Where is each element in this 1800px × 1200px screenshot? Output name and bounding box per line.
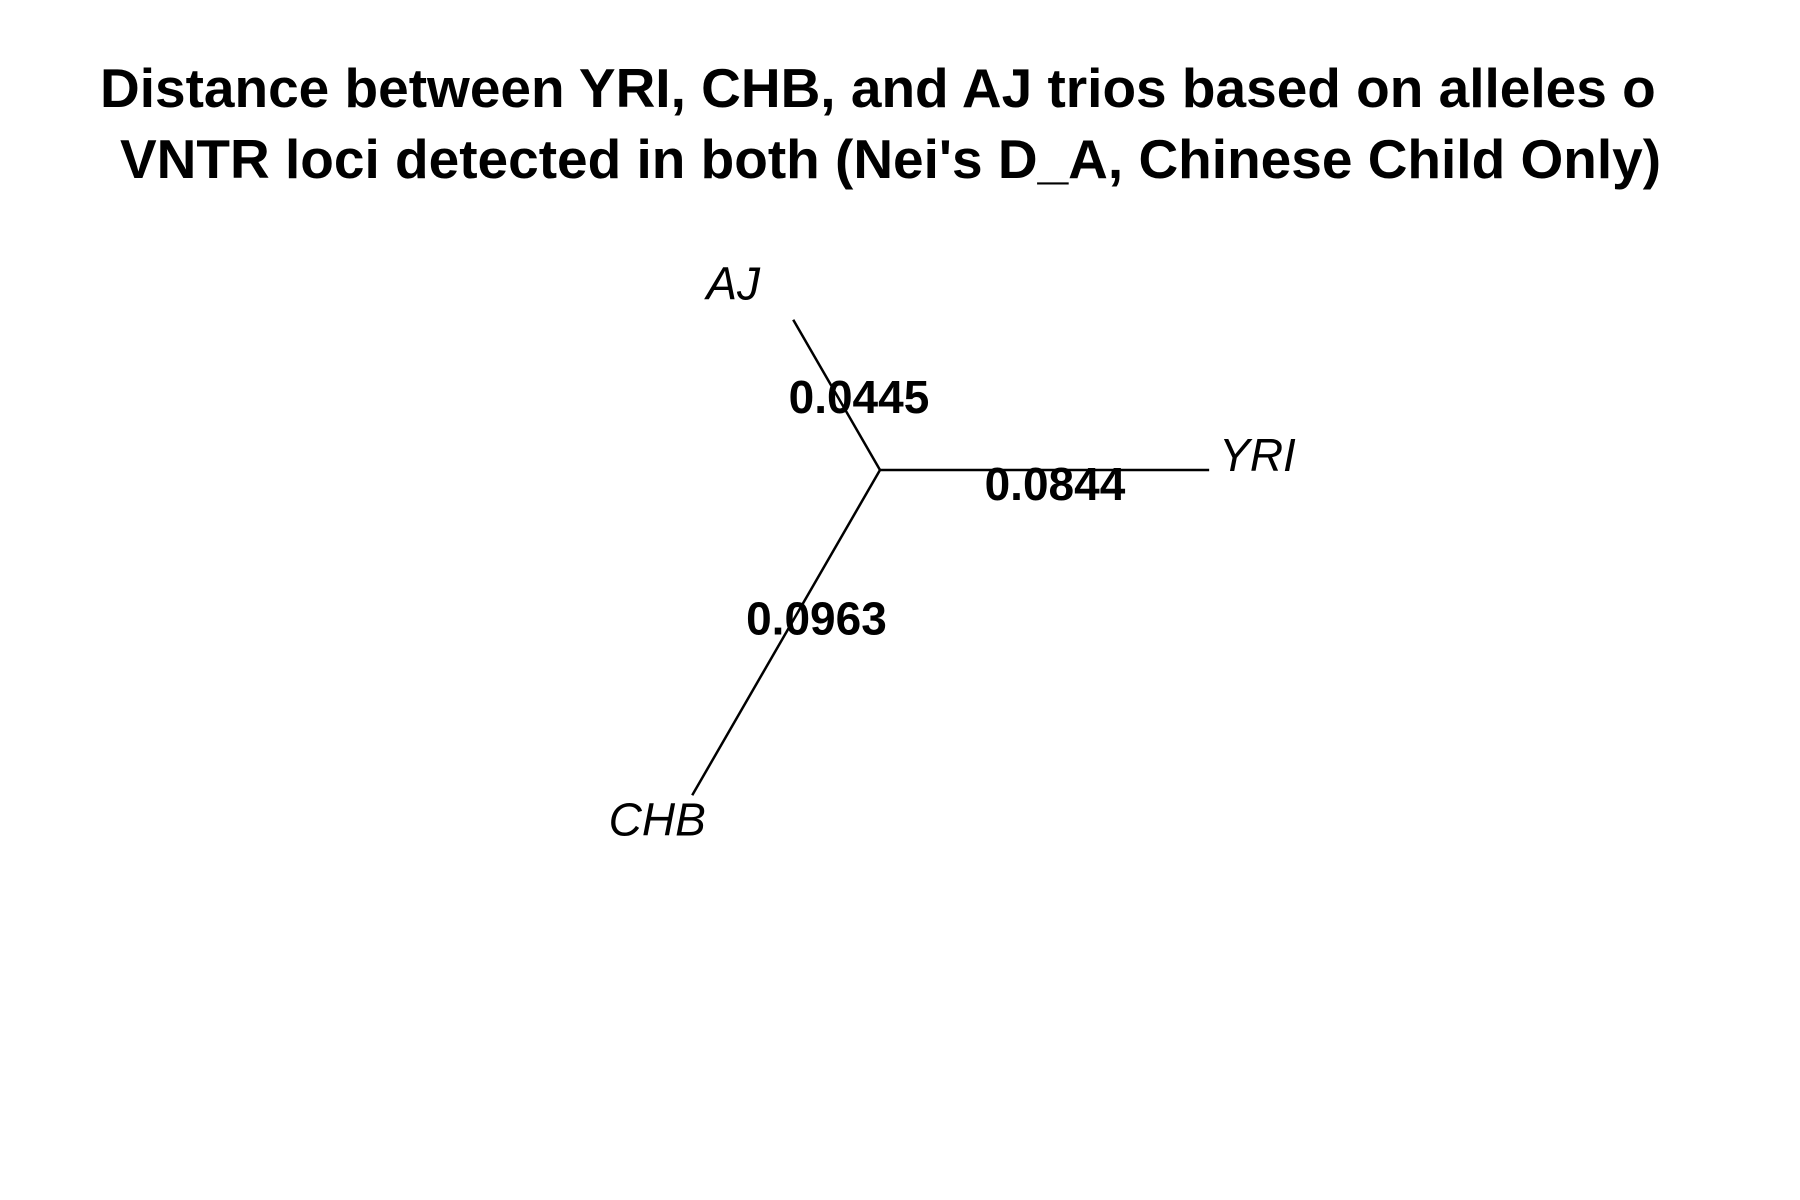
tree-branches xyxy=(691,319,1210,796)
branch-length-yri: 0.0844 xyxy=(985,458,1126,510)
branch-aj xyxy=(792,319,882,471)
branch-length-aj: 0.0445 xyxy=(789,371,930,423)
title-line-1: Distance between YRI, CHB, and AJ trios … xyxy=(100,57,1656,119)
tip-label-aj: AJ xyxy=(703,258,761,310)
branch-chb xyxy=(691,469,882,796)
title-line-2: VNTR loci detected in both (Nei's D_A, C… xyxy=(120,128,1661,190)
tip-label-chb: CHB xyxy=(609,793,706,845)
branch-length-chb: 0.0963 xyxy=(746,593,887,645)
branch-length-labels: 0.0445 0.0844 0.0963 xyxy=(746,371,1126,645)
tip-labels: AJ YRI CHB xyxy=(609,258,1296,846)
tip-label-yri: YRI xyxy=(1219,429,1296,481)
